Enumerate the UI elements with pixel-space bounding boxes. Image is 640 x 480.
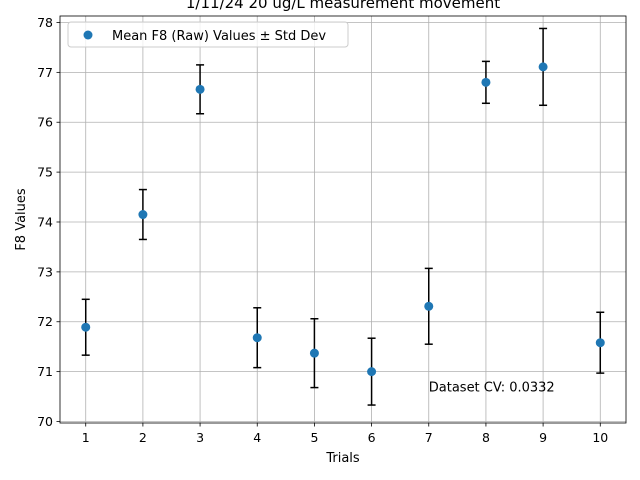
y-tick-label: 77	[37, 65, 53, 80]
data-points	[81, 62, 605, 377]
data-point	[595, 338, 605, 348]
dataset-cv-annotation: Dataset CV: 0.0332	[429, 381, 555, 396]
x-tick-label: 9	[539, 430, 547, 445]
data-point	[367, 367, 377, 377]
error-bars	[81, 27, 605, 406]
data-point	[309, 348, 319, 358]
data-point	[138, 210, 148, 220]
data-point	[538, 62, 548, 72]
y-tick-label: 75	[37, 165, 53, 180]
chart-title: 1/11/24 20 ug/L measurement movement	[186, 0, 500, 12]
data-point	[424, 301, 434, 311]
data-point	[81, 322, 91, 332]
data-point	[481, 77, 491, 87]
y-tick-label: 78	[37, 15, 53, 30]
x-tick-label: 8	[482, 430, 490, 445]
legend-box	[67, 21, 349, 48]
y-tick-label: 76	[37, 115, 53, 130]
grid-lines	[60, 16, 626, 423]
y-tick-label: 71	[37, 364, 53, 379]
y-axis-label: F8 Values	[14, 188, 29, 251]
x-tick-label: 3	[196, 430, 204, 445]
x-tick-label: 6	[368, 430, 376, 445]
legend-entry-label: Mean F8 (Raw) Values ± Std Dev	[112, 29, 326, 44]
x-tick-label: 5	[310, 430, 318, 445]
x-tick-label: 7	[425, 430, 433, 445]
x-axis-label: Trials	[325, 451, 360, 466]
y-tick-label: 74	[37, 214, 53, 229]
data-point	[195, 84, 205, 94]
x-tick-label: 2	[139, 430, 147, 445]
legend-marker	[83, 30, 93, 40]
y-tick-label: 73	[37, 264, 53, 279]
y-tick-label: 72	[37, 314, 53, 329]
x-tick-label: 4	[253, 430, 261, 445]
y-tick-label: 70	[37, 414, 53, 429]
x-tick-label: 1	[82, 430, 90, 445]
data-point	[252, 333, 262, 343]
plot-area-frame	[59, 15, 627, 424]
x-tick-label: 10	[592, 430, 608, 445]
legend: Mean F8 (Raw) Values ± Std Dev	[67, 21, 349, 48]
